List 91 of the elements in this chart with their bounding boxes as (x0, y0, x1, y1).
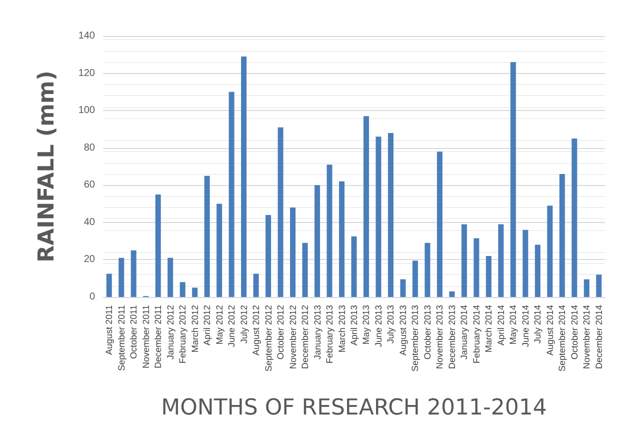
x-tick-label: July 2013 (386, 305, 396, 344)
bar (534, 244, 540, 297)
bar (216, 204, 222, 297)
y-axis-title: RAINFALL (mm) (34, 70, 60, 262)
bar (314, 185, 320, 297)
x-tick-label: February 2013 (324, 305, 335, 364)
x-tick-label: April 2012 (202, 305, 212, 346)
bar (584, 279, 590, 297)
bar (412, 260, 418, 297)
x-tick-label: September 2014 (557, 305, 568, 372)
x-tick-label: September 2013 (410, 305, 420, 372)
bar (266, 214, 272, 297)
bar (180, 282, 186, 297)
x-tick-label: May 2014 (508, 305, 518, 345)
bar (522, 230, 528, 297)
bar (424, 242, 430, 297)
bar (510, 62, 516, 297)
x-tick-label: October 2014 (569, 305, 580, 360)
x-tick-label: November 2013 (434, 305, 445, 370)
y-tick-label: 60 (84, 180, 96, 191)
bar (376, 136, 382, 297)
x-tick-label: December 2011 (153, 305, 164, 368)
bar (449, 291, 455, 297)
x-tick-label: May 2013 (361, 305, 372, 345)
bar (168, 258, 174, 297)
bar (339, 181, 345, 297)
x-tick-label: January 2012 (165, 305, 176, 360)
bar (106, 274, 112, 297)
bar (278, 127, 284, 297)
bar (436, 152, 442, 297)
x-tick-label: May 2012 (214, 305, 224, 345)
x-tick-label: October 2012 (276, 305, 286, 360)
bar (400, 279, 406, 297)
x-tick-label: March 2014 (484, 305, 494, 353)
bar (130, 250, 136, 297)
bar (559, 174, 565, 297)
x-tick-label: April 2013 (349, 305, 359, 346)
bar (474, 238, 480, 297)
y-tick-label: 80 (84, 142, 96, 154)
x-tick-label: September 2012 (263, 305, 274, 372)
y-tick-label: 120 (78, 68, 96, 79)
bar (498, 224, 504, 297)
x-tick-label: November 2012 (288, 305, 298, 370)
x-tick-label: December 2013 (446, 305, 457, 370)
y-tick-label: 40 (84, 216, 96, 228)
x-tick-label: June 2013 (373, 305, 384, 348)
x-tick-label: June 2012 (226, 305, 237, 348)
x-tick-label: July 2012 (238, 305, 249, 344)
bar (204, 176, 210, 297)
bar (118, 258, 124, 297)
bar (547, 206, 553, 297)
x-tick-label: March 2012 (190, 305, 200, 353)
x-tick-label: August 2014 (544, 305, 555, 356)
bar (192, 288, 198, 297)
bar (351, 236, 357, 297)
x-tick-label: August 2013 (398, 305, 408, 356)
x-tick-label: February 2012 (178, 305, 188, 364)
bar (302, 242, 308, 297)
bar (388, 132, 394, 297)
x-tick-label: December 2012 (300, 305, 310, 370)
bar (363, 116, 369, 297)
bar (486, 256, 492, 297)
x-tick-label: October 2011 (128, 305, 139, 359)
bar (290, 208, 296, 297)
x-tick-label: January 2013 (312, 305, 322, 360)
x-tick-label: June 2014 (520, 305, 530, 348)
bar (228, 92, 234, 297)
y-tick-label: 100 (78, 105, 96, 116)
y-tick-label: 140 (78, 30, 96, 42)
x-tick-label: September 2011 (116, 305, 126, 371)
y-tick-label: 0 (89, 292, 96, 302)
x-tick-label: August 2012 (251, 305, 262, 356)
bar (572, 138, 578, 297)
bar (326, 164, 332, 297)
bar (241, 56, 247, 297)
x-tick-label: July 2014 (532, 305, 543, 344)
bar (461, 224, 467, 297)
bar (596, 274, 602, 297)
x-tick-label: October 2013 (422, 305, 432, 360)
bar (253, 274, 259, 297)
x-tick-label: January 2014 (459, 305, 470, 360)
x-tick-label: November 2014 (582, 305, 592, 370)
x-tick-label: February 2014 (471, 305, 482, 364)
x-tick-label: November 2011 (140, 305, 151, 368)
x-tick-label: August 2011 (104, 305, 114, 355)
x-tick-label: April 2014 (496, 305, 506, 346)
x-tick-label: December 2014 (594, 305, 604, 370)
y-tick-label: 20 (84, 254, 96, 266)
bar (155, 194, 161, 297)
x-tick-label: March 2013 (336, 305, 347, 353)
x-axis-title: MONTHS OF RESEARCH 2011-2014 (161, 396, 547, 420)
